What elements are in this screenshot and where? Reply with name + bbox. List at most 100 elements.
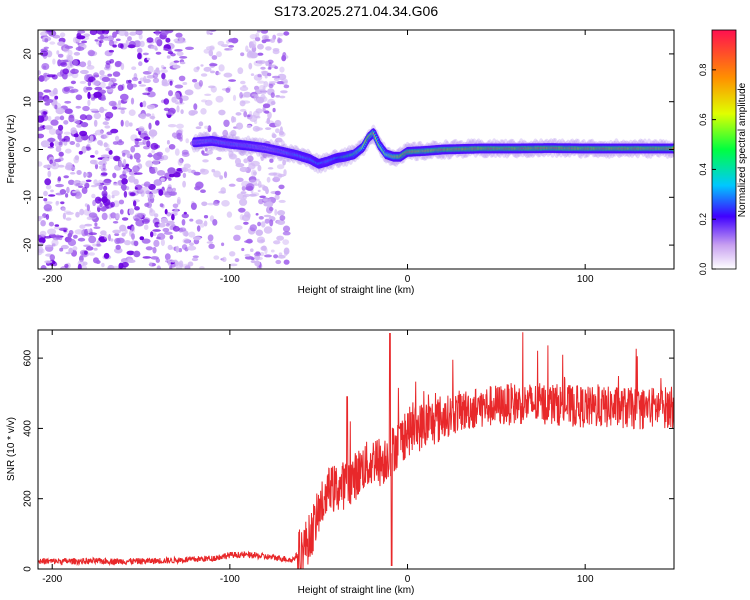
noise-blob <box>213 200 220 206</box>
noise-blob <box>260 94 266 100</box>
noise-blob <box>68 179 75 185</box>
noise-blob <box>142 52 149 56</box>
noise-blob <box>54 104 58 110</box>
noise-blob <box>155 30 160 36</box>
noise-blob <box>101 262 105 268</box>
noise-blob <box>130 146 136 153</box>
noise-blob <box>196 66 200 70</box>
noise-blob <box>267 111 272 120</box>
noise-blob <box>125 39 129 48</box>
noise-blob <box>38 237 46 244</box>
noise-blob <box>185 46 194 50</box>
noise-blob <box>143 78 151 83</box>
noise-blob <box>229 263 238 267</box>
noise-blob <box>175 245 180 253</box>
noise-blob <box>155 120 160 126</box>
noise-blob <box>146 140 151 148</box>
noise-blob <box>252 171 257 176</box>
noise-blob <box>239 198 248 206</box>
noise-blob <box>101 157 110 162</box>
noise-blob <box>99 39 104 44</box>
noise-blob <box>110 128 119 134</box>
noise-blob <box>43 204 52 212</box>
noise-blob <box>108 49 114 53</box>
noise-blob <box>248 193 257 197</box>
noise-blob <box>83 171 87 178</box>
noise-blob <box>181 166 187 172</box>
noise-blob <box>119 224 127 232</box>
noise-blob <box>47 228 57 235</box>
y-tick-label: 0 <box>23 566 34 572</box>
noise-blob <box>121 178 128 185</box>
noise-blob <box>99 202 103 208</box>
noise-blob <box>43 164 52 169</box>
noise-blob <box>93 257 99 264</box>
noise-blob <box>158 189 164 196</box>
noise-blob <box>103 38 110 41</box>
noise-blob <box>181 152 190 157</box>
noise-blob <box>200 73 208 77</box>
noise-blob <box>266 117 271 125</box>
noise-blob <box>138 61 143 67</box>
noise-blob <box>114 233 120 237</box>
noise-blob <box>111 190 120 197</box>
noise-blob <box>200 168 206 173</box>
noise-blob <box>262 103 271 109</box>
noise-blob <box>145 113 152 117</box>
noise-blob <box>132 165 140 173</box>
noise-blob <box>60 244 69 250</box>
noise-blob <box>115 38 121 42</box>
noise-blob <box>200 189 206 193</box>
noise-blob <box>274 209 278 216</box>
noise-blob <box>133 172 143 175</box>
noise-blob <box>49 254 55 261</box>
noise-blob <box>49 142 54 148</box>
noise-blob <box>55 234 61 240</box>
noise-blob <box>209 45 215 51</box>
noise-blob <box>133 200 137 207</box>
noise-blob <box>88 252 95 256</box>
noise-blob <box>138 80 142 85</box>
snr-frame <box>37 329 675 570</box>
spectrogram-x-label: Height of straight line (km) <box>298 285 415 296</box>
snr-x-label: Height of straight line (km) <box>298 585 415 596</box>
noise-blob <box>251 40 257 47</box>
noise-blob <box>117 84 124 92</box>
noise-blob <box>153 152 162 161</box>
noise-blob <box>276 164 285 170</box>
noise-blob <box>182 180 187 188</box>
noise-blob <box>140 186 149 194</box>
noise-blob <box>110 84 116 89</box>
noise-blob <box>87 99 91 107</box>
noise-blob <box>277 38 283 44</box>
noise-blob <box>172 203 179 209</box>
noise-blob <box>127 44 136 49</box>
noise-blob <box>166 212 171 217</box>
noise-blob <box>207 234 214 242</box>
noise-blob <box>140 113 146 120</box>
noise-blob <box>229 251 236 257</box>
noise-blob <box>38 95 45 101</box>
noise-blob <box>43 89 51 93</box>
noise-blob <box>127 36 132 42</box>
noise-blob <box>176 51 184 57</box>
noise-blob <box>176 196 181 205</box>
noise-blob <box>59 32 66 38</box>
noise-blob <box>181 219 186 226</box>
colorbar-gradient <box>711 29 737 270</box>
noise-blob <box>73 156 79 164</box>
noise-blob <box>254 260 261 267</box>
noise-blob <box>133 152 141 160</box>
noise-blob <box>118 139 123 143</box>
noise-blob <box>150 231 154 238</box>
noise-blob <box>75 119 81 124</box>
noise-blob <box>179 61 186 65</box>
noise-blob <box>65 86 74 89</box>
noise-blob <box>212 219 218 226</box>
noise-blob <box>192 236 202 241</box>
y-tick-label: 20 <box>23 48 34 60</box>
noise-blob <box>86 65 95 70</box>
noise-blob <box>270 249 275 253</box>
noise-blob <box>142 100 147 108</box>
y-tick-label: 0 <box>23 146 34 152</box>
